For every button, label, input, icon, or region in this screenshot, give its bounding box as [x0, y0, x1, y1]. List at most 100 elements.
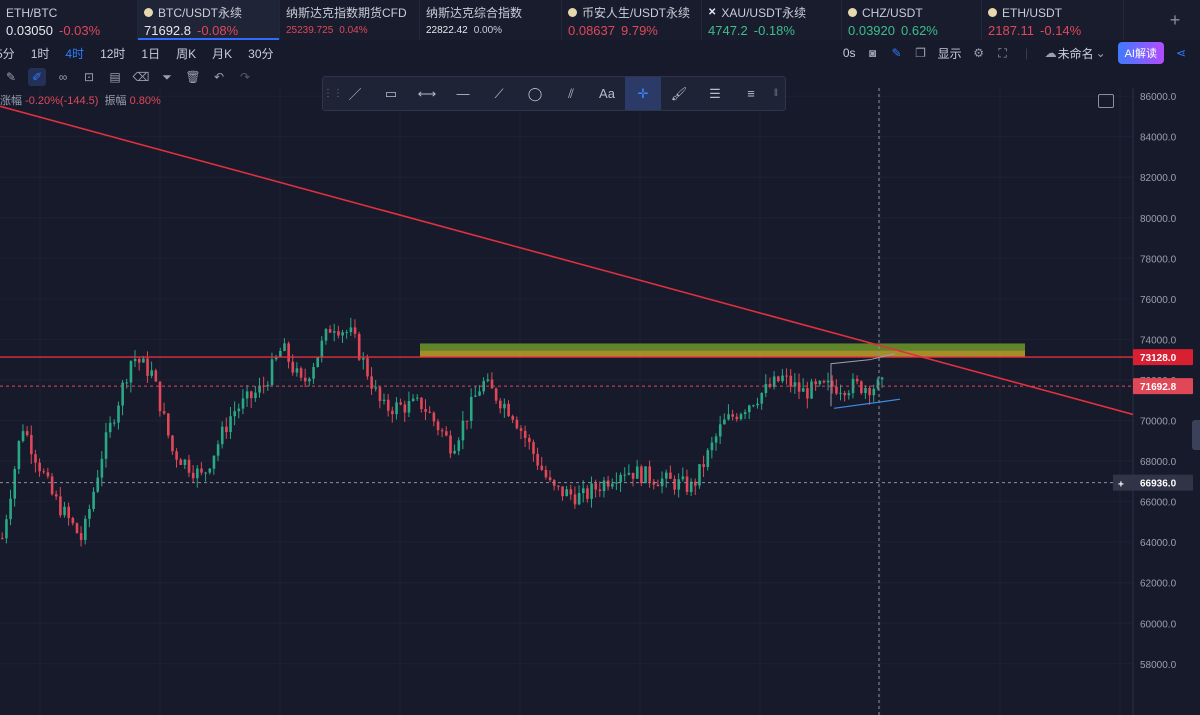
- y-axis-tick-label: 82000.0: [1140, 173, 1177, 184]
- ray-icon[interactable]: ⟋: [494, 85, 504, 101]
- ellipse-icon[interactable]: ◯: [527, 85, 543, 101]
- eraser-icon[interactable]: ⌫: [132, 70, 150, 84]
- y-axis-tick-label: 60000.0: [1140, 619, 1177, 630]
- candle-body: [113, 422, 116, 424]
- candle-body: [312, 367, 315, 379]
- candle-body: [30, 435, 33, 455]
- ticker-tab-chz-usdt[interactable]: CHZ/USDT 0.03920 0.62%: [842, 0, 982, 40]
- more-handle-icon[interactable]: ‖: [773, 88, 779, 99]
- y-axis-tick-label: 76000.0: [1140, 295, 1177, 306]
- add-tab-button[interactable]: +: [1150, 0, 1200, 40]
- coin-icon: [848, 8, 857, 17]
- fullscreen-icon[interactable]: ⛶: [998, 46, 1007, 60]
- side-panel-handle[interactable]: [1192, 420, 1200, 450]
- candle-body: [59, 496, 62, 516]
- candle-body: [465, 420, 469, 422]
- candle-body: [698, 464, 701, 486]
- candle-body: [88, 509, 91, 519]
- ticker-tab-xau-usdt[interactable]: ✕ XAU/USDT永续 4747.2 -0.18%: [702, 0, 842, 40]
- interval-30m[interactable]: 30分: [248, 46, 274, 61]
- layout-menu[interactable]: ☁ 未命名 ⌄: [1044, 45, 1108, 62]
- candle-body: [611, 483, 614, 487]
- x-icon: ✕: [708, 7, 717, 18]
- level-price-tag: 73128.0: [1140, 353, 1177, 364]
- camera-icon[interactable]: ◙: [868, 46, 877, 60]
- display-menu[interactable]: 显示: [937, 46, 962, 61]
- last-price-tag-bg: [1133, 378, 1193, 395]
- interval-12h[interactable]: 12时: [100, 46, 126, 61]
- price-chart[interactable]: 58000.0 60000.0 62000.0 64000.0 66000.0 68000…: [0, 88, 1200, 715]
- trend-line-icon[interactable]: ／: [348, 87, 362, 102]
- candle-body: [183, 459, 187, 465]
- interval-week[interactable]: 周K: [176, 46, 197, 61]
- cloud-icon: ☁: [1044, 46, 1057, 60]
- ticker-tab-eth-usdt[interactable]: ETH/USDT 2187.11 -0.14%: [982, 0, 1124, 40]
- candle-body: [631, 472, 635, 479]
- ticker-tab-btc-usdt-perp[interactable]: BTC/USDT永续 71692.8 -0.08%: [138, 0, 280, 40]
- drag-handle-icon[interactable]: ⋮⋮: [323, 88, 343, 99]
- window-icon[interactable]: ❐: [915, 46, 926, 60]
- brush-icon[interactable]: 🖌: [670, 85, 688, 101]
- lock-icon[interactable]: ⊡: [83, 70, 95, 84]
- candle-body: [162, 411, 166, 414]
- draw-mode-icon[interactable]: ✐: [28, 68, 46, 86]
- ticker-tab-nasdaq-futures[interactable]: 纳斯达克指数期货CFD 25239.725 0.04%: [280, 0, 420, 40]
- drawing-toolbar: ✎ ✐ ∞ ⊡ ▤ ⌫ ⏷ 🗑 ↶ ↷: [0, 66, 254, 88]
- interval-month[interactable]: 月K: [212, 46, 233, 61]
- interval-4h[interactable]: 4时: [65, 46, 85, 61]
- ticker-tab-nasdaq-composite[interactable]: 纳斯达克综合指数 22822.42 0.00%: [420, 0, 562, 40]
- candle-body: [216, 444, 220, 456]
- fib-icon[interactable]: ☰: [709, 85, 721, 101]
- crosshair-icon[interactable]: ✛: [625, 77, 661, 110]
- candle-body: [685, 476, 689, 492]
- ai-analysis-button[interactable]: AI解读: [1117, 42, 1164, 64]
- link-icon[interactable]: ∞: [58, 70, 68, 84]
- candle-body: [511, 416, 515, 420]
- candle-body: [814, 381, 817, 385]
- share-icon[interactable]: ⋖: [1175, 46, 1187, 60]
- interval-5m[interactable]: 5分: [0, 46, 15, 61]
- rectangle-icon[interactable]: ▭: [384, 85, 398, 101]
- candle-body: [133, 358, 137, 362]
- settings-icon[interactable]: ⚙: [973, 46, 984, 60]
- candle-body: [635, 466, 639, 479]
- candle-body: [519, 428, 523, 431]
- candle-body: [602, 480, 606, 492]
- candle-body: [54, 494, 58, 497]
- trash-icon[interactable]: 🗑: [185, 70, 201, 84]
- redo-icon[interactable]: ↷: [239, 70, 251, 84]
- text-icon[interactable]: Aa: [599, 86, 615, 101]
- candle-body: [436, 421, 440, 431]
- candle-body: [291, 361, 295, 373]
- horizontal-line-icon[interactable]: —: [456, 86, 470, 101]
- edit-icon[interactable]: ▤: [109, 70, 121, 84]
- candle-body: [308, 378, 311, 382]
- ticker-tab-eth-btc[interactable]: ETH/BTC 0.03050 -0.03%: [0, 0, 138, 40]
- candle-body: [316, 356, 319, 368]
- candle-body: [457, 440, 461, 451]
- undo-icon[interactable]: ↶: [213, 70, 225, 84]
- candle-body: [801, 388, 805, 392]
- candle-body: [486, 379, 490, 382]
- expand-icon[interactable]: [1098, 94, 1114, 108]
- pen-icon[interactable]: ✎: [891, 46, 902, 60]
- interval-1h[interactable]: 1时: [30, 46, 50, 61]
- ticker-tab-binance-life[interactable]: 币安人生/USDT永续 0.08637 9.79%: [562, 0, 702, 40]
- menu-icon[interactable]: ≡: [747, 86, 755, 101]
- ticker-price: 0.03920: [848, 23, 895, 38]
- pencil-icon[interactable]: ✎: [5, 70, 17, 84]
- candle-body: [544, 469, 548, 478]
- parallel-channel-icon[interactable]: ⫽: [568, 85, 574, 101]
- interval-1d[interactable]: 1日: [141, 46, 161, 61]
- candle-body: [640, 466, 643, 484]
- candle-body: [229, 416, 232, 433]
- candle-body: [428, 411, 432, 413]
- candle-body: [395, 402, 398, 415]
- crosshair-plus-icon: +: [1118, 480, 1124, 491]
- horizontal-ray-icon[interactable]: ⟷: [417, 85, 437, 101]
- candle-body: [154, 370, 158, 382]
- candle-body: [158, 381, 162, 412]
- trend-line: [0, 105, 1134, 416]
- filter-icon[interactable]: ⏷: [162, 69, 172, 84]
